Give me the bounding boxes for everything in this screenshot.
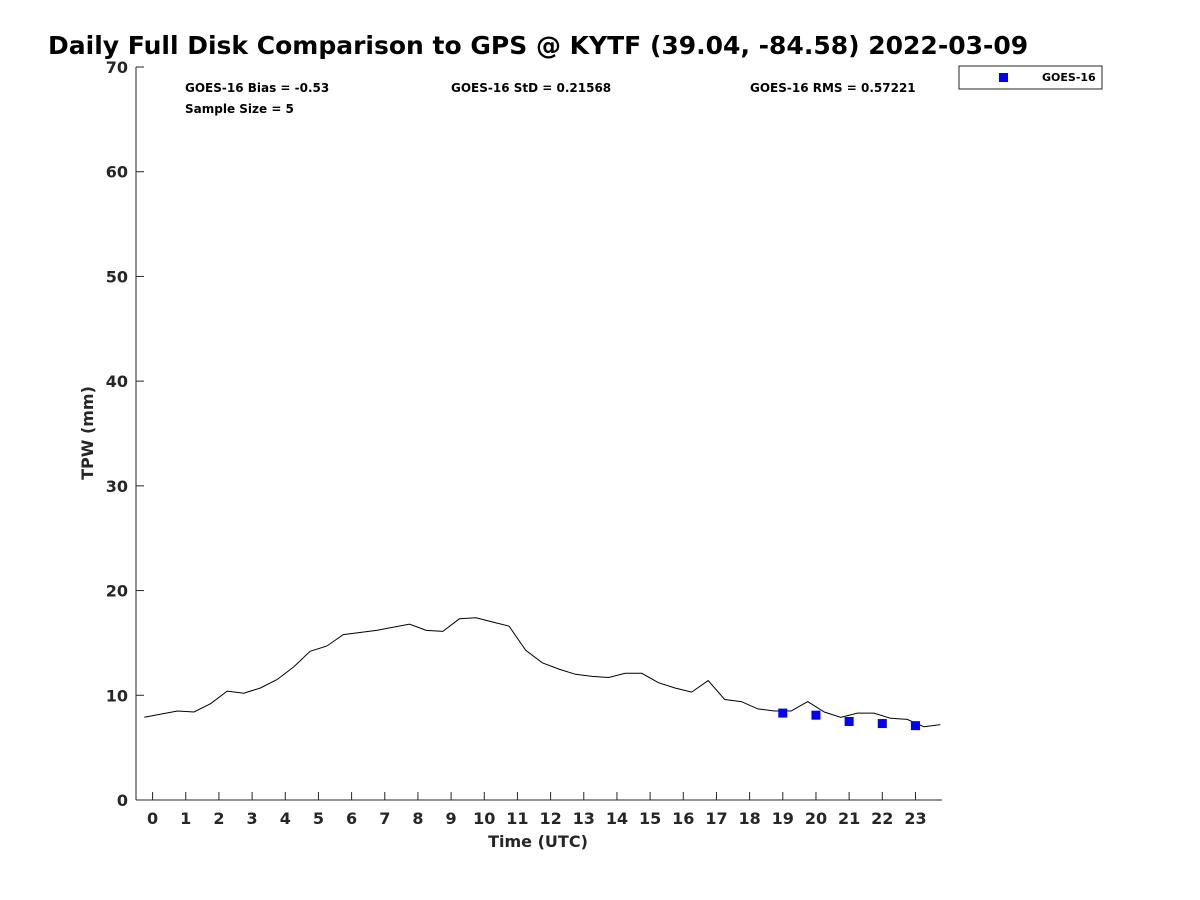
goes-16-point <box>910 721 920 731</box>
x-tick-label: 6 <box>346 809 357 828</box>
y-tick-label: 0 <box>117 791 128 810</box>
legend: GOES-16 <box>958 65 1103 90</box>
goes-16-point <box>778 708 788 718</box>
x-tick-label: 23 <box>904 809 926 828</box>
y-tick-label: 10 <box>106 686 128 705</box>
x-axis-label: Time (UTC) <box>488 832 588 851</box>
x-tick-label: 9 <box>446 809 457 828</box>
x-tick-label: 5 <box>313 809 324 828</box>
x-tick-label: 1 <box>180 809 191 828</box>
chart-title: Daily Full Disk Comparison to GPS @ KYTF… <box>48 31 1028 60</box>
goes-16-point <box>811 710 821 720</box>
stat-bias: GOES-16 Bias = -0.53 <box>185 81 329 95</box>
x-tick-label: 0 <box>147 809 158 828</box>
y-tick-label: 20 <box>106 582 128 601</box>
x-tick-label: 2 <box>213 809 224 828</box>
x-ticks: 0 1 2 3 4 5 6 7 8 9 10 11 12 13 14 15 16 17 18 19 20 21 22 23 <box>147 792 927 828</box>
legend-label: GOES-16 <box>1042 71 1096 84</box>
goes-16-point <box>877 719 887 729</box>
x-tick-label: 19 <box>772 809 794 828</box>
x-tick-label: 3 <box>247 809 258 828</box>
x-tick-label: 20 <box>805 809 827 828</box>
goes-16-point <box>844 716 854 726</box>
x-tick-label: 11 <box>506 809 528 828</box>
x-tick-label: 13 <box>573 809 595 828</box>
x-tick-label: 7 <box>379 809 390 828</box>
x-tick-label: 22 <box>871 809 893 828</box>
y-axis-label: TPW (mm) <box>78 386 97 480</box>
x-tick-label: 8 <box>412 809 423 828</box>
plot-area <box>144 617 941 731</box>
gps-tpw-line <box>144 617 941 728</box>
x-tick-label: 4 <box>280 809 291 828</box>
x-tick-label: 14 <box>606 809 628 828</box>
y-tick-label: 60 <box>106 163 128 182</box>
y-tick-label: 50 <box>106 267 128 286</box>
y-tick-label: 30 <box>106 477 128 496</box>
x-tick-label: 10 <box>473 809 495 828</box>
y-tick-label: 70 <box>106 58 128 77</box>
x-tick-label: 15 <box>639 809 661 828</box>
x-tick-label: 12 <box>539 809 561 828</box>
legend-marker <box>999 73 1008 82</box>
x-tick-label: 16 <box>672 809 694 828</box>
x-tick-label: 21 <box>838 809 860 828</box>
stat-rms: GOES-16 RMS = 0.57221 <box>750 81 916 95</box>
y-ticks: 0 10 20 30 40 50 60 70 <box>106 58 144 810</box>
x-tick-label: 18 <box>738 809 760 828</box>
y-tick-label: 40 <box>106 372 128 391</box>
x-tick-label: 17 <box>705 809 727 828</box>
stat-std: GOES-16 StD = 0.21568 <box>451 81 611 95</box>
legend-box <box>958 65 1103 90</box>
stat-sample-size: Sample Size = 5 <box>185 102 294 116</box>
